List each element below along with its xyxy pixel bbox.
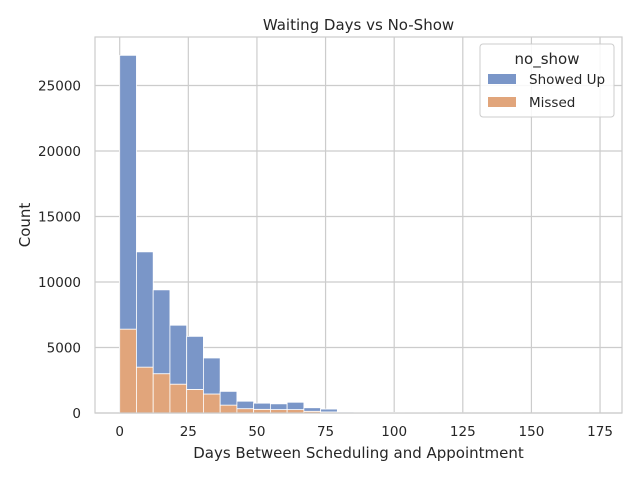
x-tick-label: 100 — [381, 424, 407, 440]
bar-showed-up — [203, 357, 221, 395]
bar-missed — [169, 383, 188, 414]
bar-showed-up — [253, 402, 271, 410]
bar-showed-up — [119, 54, 137, 330]
legend: no_show Showed Up Missed — [479, 43, 615, 118]
bar-showed-up — [320, 408, 338, 413]
bar-showed-up — [286, 401, 305, 410]
bar-showed-up — [219, 390, 238, 406]
bar-missed — [119, 328, 137, 414]
legend-title: no_show — [515, 50, 580, 69]
y-tick-labels: 0 5000 10000 15000 20000 25000 — [38, 78, 81, 422]
y-tick-label: 0 — [72, 406, 81, 422]
bar-missed — [236, 408, 255, 414]
bar-showed-up — [269, 403, 288, 410]
x-tick-label: 125 — [450, 424, 476, 440]
legend-label-showed-up: Showed Up — [529, 72, 605, 88]
bar-missed — [136, 366, 154, 414]
x-axis-title: Days Between Scheduling and Appointment — [193, 444, 524, 462]
x-tick-label: 150 — [519, 424, 545, 440]
y-tick-label: 20000 — [38, 144, 81, 160]
bar-showed-up — [186, 335, 204, 390]
bar-showed-up — [136, 251, 154, 368]
x-tick-label: 50 — [248, 424, 265, 440]
x-tick-label: 75 — [317, 424, 334, 440]
x-tick-label: 0 — [115, 424, 124, 440]
bar-missed — [152, 373, 171, 414]
y-tick-label: 10000 — [38, 275, 81, 291]
legend-swatch-missed — [488, 97, 516, 107]
legend-label-missed: Missed — [529, 95, 575, 111]
bars-group — [119, 54, 623, 414]
x-tick-label: 175 — [587, 424, 613, 440]
x-tick-labels: 0 25 50 75 100 125 150 175 — [115, 424, 613, 440]
bar-missed — [203, 393, 221, 414]
y-tick-label: 15000 — [38, 209, 81, 225]
bar-showed-up — [152, 289, 171, 375]
bar-showed-up — [303, 407, 322, 412]
bar-missed — [186, 389, 204, 414]
bar-showed-up — [236, 400, 255, 410]
bar-showed-up — [169, 324, 188, 385]
chart-title: Waiting Days vs No-Show — [263, 16, 454, 34]
x-tick-label: 25 — [180, 424, 197, 440]
y-tick-label: 25000 — [38, 78, 81, 94]
plot-frame — [94, 36, 623, 414]
y-tick-label: 5000 — [47, 340, 81, 356]
bar-missed — [219, 404, 238, 414]
y-axis-title: Count — [16, 203, 34, 248]
legend-swatch-showed-up — [488, 74, 516, 84]
